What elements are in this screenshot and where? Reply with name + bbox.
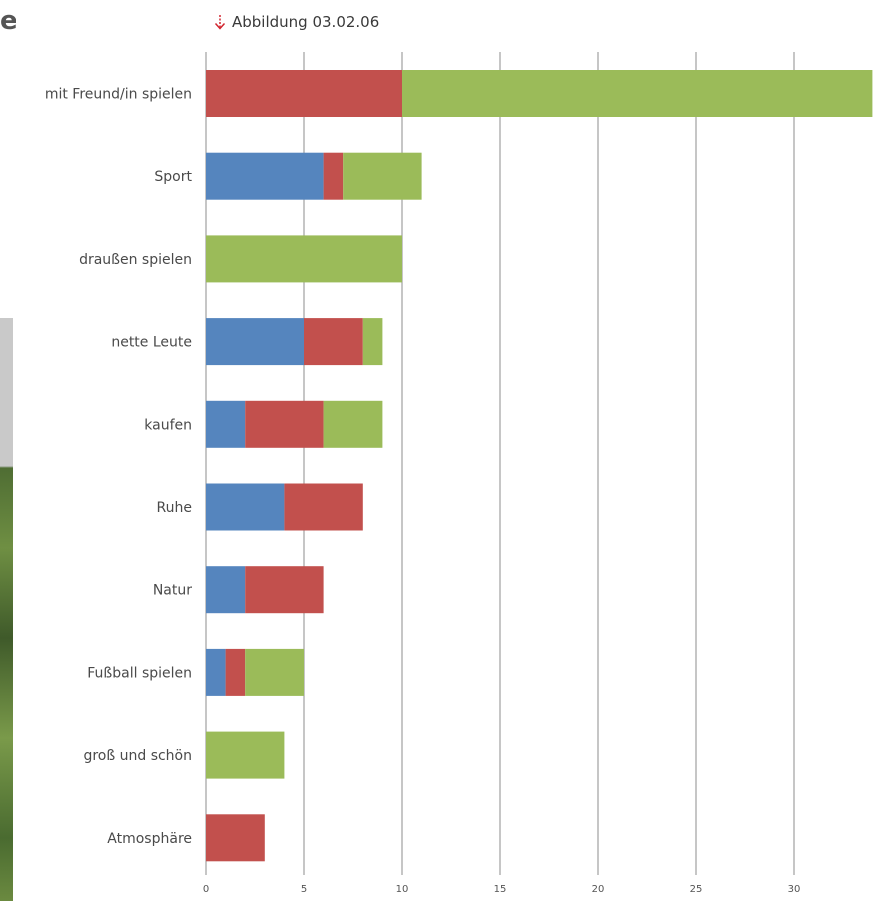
category-label: Atmosphäre	[107, 831, 192, 847]
down-arrow-icon	[214, 15, 226, 30]
x-tick-label: 15	[494, 884, 507, 895]
category-labels: mit Freund/in spielen Sport draußen spiele…	[45, 87, 193, 847]
x-tick-label: 10	[396, 884, 409, 895]
category-label: draußen spielen	[79, 252, 192, 268]
bar-segment-series-1	[206, 566, 246, 614]
x-tick-label: 5	[301, 884, 307, 895]
category-label: Natur	[153, 583, 192, 599]
x-tick-label: 0	[203, 884, 209, 895]
bar-segment-series-2	[245, 400, 324, 448]
bar-segment-series-3	[362, 318, 383, 366]
bar-segment-series-1	[206, 483, 285, 531]
bar-segment-series-2	[323, 152, 344, 200]
category-label: Sport	[154, 169, 192, 185]
bar-segment-series-2	[304, 318, 363, 366]
figure-caption-text: Abbildung 03.02.06	[232, 13, 380, 31]
bar-segment-series-2	[206, 70, 402, 117]
x-tick-label: 20	[592, 884, 605, 895]
bar-segment-series-3	[402, 70, 873, 117]
side-heading-fragment: e	[0, 6, 16, 36]
bar-segment-series-3	[245, 648, 304, 696]
category-label: groß und schön	[83, 748, 192, 764]
bar-segment-series-3	[206, 731, 285, 779]
bar-segment-series-3	[323, 400, 383, 448]
bar-segment-series-2	[225, 648, 246, 696]
bar-segment-series-3	[343, 152, 422, 200]
bar-segment-series-2	[245, 566, 324, 614]
bar-segment-series-3	[206, 235, 402, 283]
bar-segment-series-1	[206, 318, 304, 366]
category-label: Ruhe	[157, 500, 192, 516]
category-label: nette Leute	[111, 335, 192, 351]
figure-caption: Abbildung 03.02.06	[214, 10, 379, 34]
bar-segment-series-2	[284, 483, 363, 531]
category-label: mit Freund/in spielen	[45, 87, 192, 103]
bar-layer	[206, 70, 873, 862]
bar-segment-series-1	[206, 648, 226, 696]
x-tick-label: 30	[788, 884, 801, 895]
bar-segment-series-1	[206, 152, 324, 200]
x-tick-label: 25	[690, 884, 703, 895]
bar-segment-series-2	[206, 814, 265, 862]
category-label: Fußball spielen	[87, 665, 192, 681]
x-axis-tick-labels: 0 5 10 15 20 25 30	[203, 884, 801, 895]
bar-segment-series-1	[206, 400, 246, 448]
category-label: kaufen	[144, 417, 192, 433]
side-photo-strip	[0, 318, 13, 901]
